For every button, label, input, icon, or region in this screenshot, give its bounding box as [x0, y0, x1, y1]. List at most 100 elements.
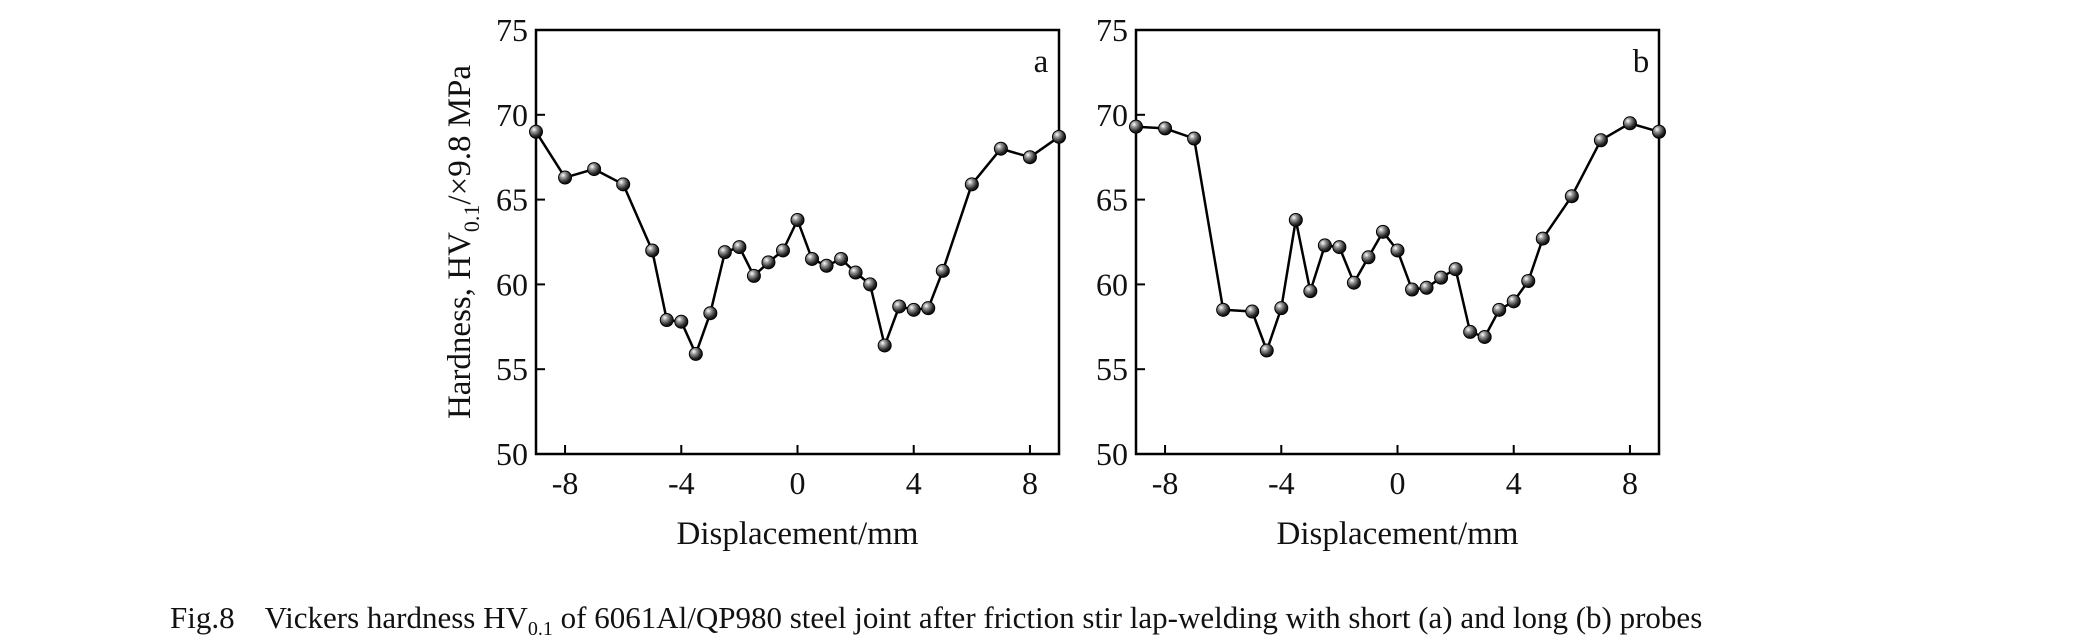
data-point	[1216, 302, 1231, 317]
data-point	[1622, 116, 1637, 131]
data-point	[790, 212, 805, 227]
data-point	[1158, 121, 1173, 136]
y-tick-label: 55	[496, 351, 528, 387]
data-point	[1652, 124, 1666, 139]
chart-panel-b: 50 55 60 65 70 75 -8 -4 0 4 8 Displacement/mm b	[1096, 12, 1666, 552]
data-point	[935, 263, 950, 278]
data-point	[1405, 282, 1420, 297]
plot-frame	[534, 28, 1061, 456]
data-point	[892, 299, 907, 314]
data-point	[877, 338, 892, 353]
y-axis-label-unit: /×9.8 MPa	[442, 65, 478, 205]
data-point	[746, 268, 761, 283]
x-tick-label: -8	[552, 465, 579, 501]
data-point	[717, 245, 732, 260]
y-tick-label: 75	[496, 12, 528, 48]
data-point	[1506, 294, 1521, 309]
data-point	[703, 306, 718, 321]
data-point	[1492, 302, 1507, 317]
data-point	[1288, 212, 1303, 227]
data-point	[775, 243, 790, 258]
y-tick-label: 70	[496, 97, 528, 133]
data-point	[1535, 231, 1550, 246]
data-point	[964, 177, 979, 192]
data-point	[1022, 150, 1037, 165]
data-point	[1303, 284, 1318, 299]
data-point	[1052, 129, 1066, 144]
data-point	[1245, 304, 1260, 319]
data-point	[1346, 275, 1361, 290]
caption-subscript: 0.1	[527, 618, 553, 641]
y-tick-label: 60	[1096, 266, 1128, 302]
x-axis-label: Displacement/mm	[677, 516, 919, 552]
data-point	[645, 243, 660, 258]
data-point	[688, 346, 703, 361]
data-point	[993, 141, 1008, 156]
x-tick-label: 4	[1506, 465, 1522, 501]
y-tick-label: 70	[1096, 97, 1128, 133]
plot-frame	[1134, 28, 1661, 456]
y-tick-label: 60	[496, 266, 528, 302]
y-axis-label: Hardness, HV0.1/×9.8 MPa	[442, 65, 484, 419]
data-point	[848, 265, 863, 280]
x-tick-label: -8	[1152, 465, 1179, 501]
data-point	[1375, 224, 1390, 239]
caption-text-post: of 6061Al/QP980 steel joint after fricti…	[552, 600, 1703, 635]
y-tick-label: 65	[496, 182, 528, 218]
caption-figure-number: Fig.8	[170, 600, 235, 635]
x-tick-label: -4	[668, 465, 695, 501]
panel-label: b	[1633, 44, 1650, 80]
data-point	[1361, 250, 1376, 265]
data-point	[1187, 131, 1202, 146]
y-axis-label-main: Hardness, HV	[442, 232, 478, 419]
data-point	[921, 301, 936, 316]
chart-panel-a: 50 55 60 65 70 75 -8 -4 0 4 8 Displacement/mm Hardne…	[442, 12, 1066, 552]
data-point	[1564, 189, 1579, 204]
data-point	[1593, 133, 1608, 148]
x-tick-label: 4	[906, 465, 922, 501]
x-tick-label: 0	[1390, 465, 1406, 501]
series-line	[534, 131, 1060, 356]
x-tick-label: 8	[1622, 465, 1638, 501]
x-axis-label: Displacement/mm	[1277, 516, 1519, 552]
data-point	[558, 170, 573, 185]
data-point	[819, 258, 834, 273]
y-tick-label: 75	[1096, 12, 1128, 48]
caption-text-pre: Vickers hardness HV	[264, 600, 528, 635]
data-point	[1259, 343, 1274, 358]
data-point	[587, 162, 602, 177]
x-tick-label: 0	[790, 465, 806, 501]
data-point	[834, 251, 849, 266]
y-tick-label: 50	[496, 436, 528, 472]
data-point	[529, 124, 543, 139]
data-point	[805, 251, 820, 266]
y-axis-label-subscript: 0.1	[459, 205, 484, 233]
y-tick-label: 65	[1096, 182, 1128, 218]
panel-label: a	[1034, 44, 1049, 80]
data-point	[1434, 270, 1449, 285]
data-point	[1332, 240, 1347, 255]
data-point	[1390, 243, 1405, 258]
data-point	[616, 177, 631, 192]
data-point	[863, 277, 878, 292]
data-point	[1129, 119, 1143, 134]
data-point	[1419, 280, 1434, 295]
data-point	[1274, 301, 1289, 316]
y-tick-label: 55	[1096, 351, 1128, 387]
data-point	[906, 302, 921, 317]
data-point	[1521, 274, 1536, 289]
figure-caption: Fig.8 Vickers hardness HV0.1 of 6061Al/QP…	[170, 600, 1702, 641]
data-point	[1463, 324, 1478, 339]
data-point	[1477, 329, 1492, 344]
data-point	[1317, 238, 1332, 253]
data-point	[761, 255, 776, 270]
data-point	[659, 313, 674, 328]
x-tick-label: -4	[1268, 465, 1295, 501]
series-line	[1135, 122, 1660, 352]
x-tick-label: 8	[1022, 465, 1038, 501]
data-point	[1448, 262, 1463, 277]
data-point	[674, 314, 689, 329]
data-point	[732, 240, 747, 255]
y-tick-label: 50	[1096, 436, 1128, 472]
